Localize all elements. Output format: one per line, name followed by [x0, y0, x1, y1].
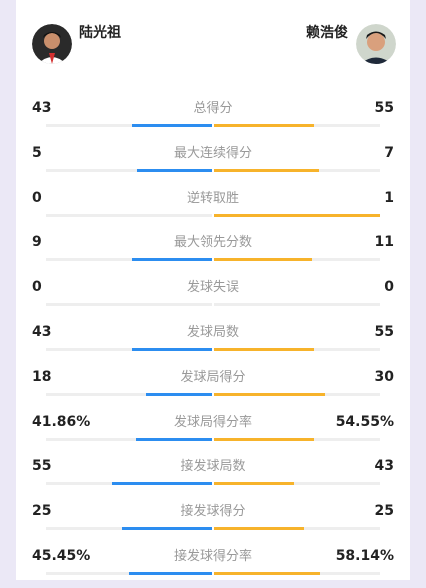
stat-row: 41.86% 发球局得分率 54.55% [16, 409, 410, 454]
stat-label: 最大连续得分 [173, 145, 252, 161]
stat-row: 0 逆转取胜 1 [16, 185, 410, 230]
stat-label: 发球局数 [186, 324, 239, 340]
left-bar-track [46, 347, 212, 351]
right-value: 11 [374, 234, 394, 251]
stat-label: 接发球得分 [180, 504, 246, 520]
right-bar-track [214, 168, 380, 172]
right-bar-track [214, 437, 380, 441]
left-player-name[interactable]: 陆光祖 [79, 25, 121, 41]
right-bar-track [214, 124, 380, 127]
right-value: 58.14% [335, 547, 394, 564]
stat-label: 最大领先分数 [173, 235, 252, 251]
right-bar-fill [214, 482, 294, 486]
left-bar-fill [132, 124, 212, 127]
right-value: 55 [374, 100, 394, 116]
left-bar-track [46, 392, 212, 396]
left-value: 25 [32, 503, 52, 520]
right-bar-track [214, 527, 380, 531]
stat-label: 发球局得分率 [173, 414, 252, 430]
stat-label: 接发球局数 [180, 459, 246, 475]
right-value: 30 [374, 368, 394, 385]
left-bar-fill [145, 392, 212, 396]
stat-row: 25 接发球得分 25 [16, 498, 410, 543]
left-value: 43 [32, 323, 52, 340]
left-value: 5 [32, 144, 42, 161]
stats-card: 陆光祖 赖浩俊 43 总得分 55 5 最大连续得分 7 0 逆转取胜 1 9 最大领先分数 11 0 发… [16, 0, 410, 580]
right-value: 7 [384, 144, 394, 161]
right-bar-fill [214, 527, 304, 531]
left-value: 0 [32, 279, 42, 296]
right-bar-fill [214, 258, 312, 262]
stat-label: 总得分 [193, 101, 233, 116]
players-header: 陆光祖 赖浩俊 [16, 0, 410, 90]
stat-row: 18 发球局得分 30 [16, 364, 410, 409]
left-bar-track [46, 482, 212, 486]
left-bar-fill [122, 527, 212, 531]
stat-row: 45.45% 接发球得分率 58.14% [16, 543, 410, 588]
left-value: 9 [32, 234, 42, 251]
left-bar-fill [132, 258, 212, 262]
left-bar-fill [137, 168, 212, 172]
left-bar-fill [135, 437, 212, 441]
right-bar-fill [214, 347, 314, 351]
stat-row: 0 发球失误 0 [16, 274, 410, 319]
left-bar-track [46, 168, 212, 172]
left-bar-track [46, 527, 212, 531]
stat-label: 发球局得分 [180, 369, 246, 385]
left-bar-track [46, 213, 212, 217]
left-bar-track [46, 124, 212, 127]
right-player-avatar[interactable] [356, 24, 396, 64]
left-value: 0 [32, 189, 42, 206]
stat-row: 9 最大领先分数 11 [16, 229, 410, 274]
right-value: 0 [384, 279, 394, 296]
left-value: 55 [32, 458, 52, 475]
stat-row: 43 发球局数 55 [16, 319, 410, 364]
right-bar-fill [214, 168, 319, 172]
right-value: 25 [374, 503, 394, 520]
right-bar-track [214, 213, 380, 217]
right-bar-fill [214, 124, 314, 127]
left-bar-fill [132, 347, 212, 351]
left-bar-fill [112, 482, 212, 486]
right-value: 55 [374, 323, 394, 340]
left-bar-track [46, 303, 212, 307]
right-bar-track [214, 303, 380, 307]
stats-list: 43 总得分 55 5 最大连续得分 7 0 逆转取胜 1 9 最大领先分数 11 0 发球失误 0 43 发球… [16, 95, 410, 588]
left-bar-fill [129, 571, 212, 575]
right-value: 43 [374, 458, 394, 475]
left-value: 18 [32, 368, 52, 385]
right-bar-fill [214, 571, 321, 575]
left-value: 43 [32, 100, 52, 116]
right-bar-track [214, 258, 380, 262]
left-bar-track [46, 258, 212, 262]
right-bar-fill [214, 437, 314, 441]
right-value: 54.55% [335, 413, 394, 430]
left-value: 41.86% [32, 413, 91, 430]
right-value: 1 [384, 189, 394, 206]
stat-row: 55 接发球局数 43 [16, 453, 410, 498]
left-bar-track [46, 437, 212, 441]
right-bar-track [214, 571, 380, 575]
right-bar-fill [214, 213, 380, 217]
right-player-name[interactable]: 赖浩俊 [306, 25, 348, 41]
stat-row: 5 最大连续得分 7 [16, 140, 410, 185]
left-player-avatar[interactable] [32, 24, 72, 64]
stat-label: 发球失误 [186, 280, 239, 296]
right-bar-track [214, 392, 380, 396]
stat-label: 逆转取胜 [186, 190, 239, 206]
left-bar-track [46, 571, 212, 575]
right-bar-track [214, 482, 380, 486]
right-bar-fill [214, 392, 326, 396]
stat-row: 43 总得分 55 [16, 95, 410, 140]
right-bar-track [214, 347, 380, 351]
